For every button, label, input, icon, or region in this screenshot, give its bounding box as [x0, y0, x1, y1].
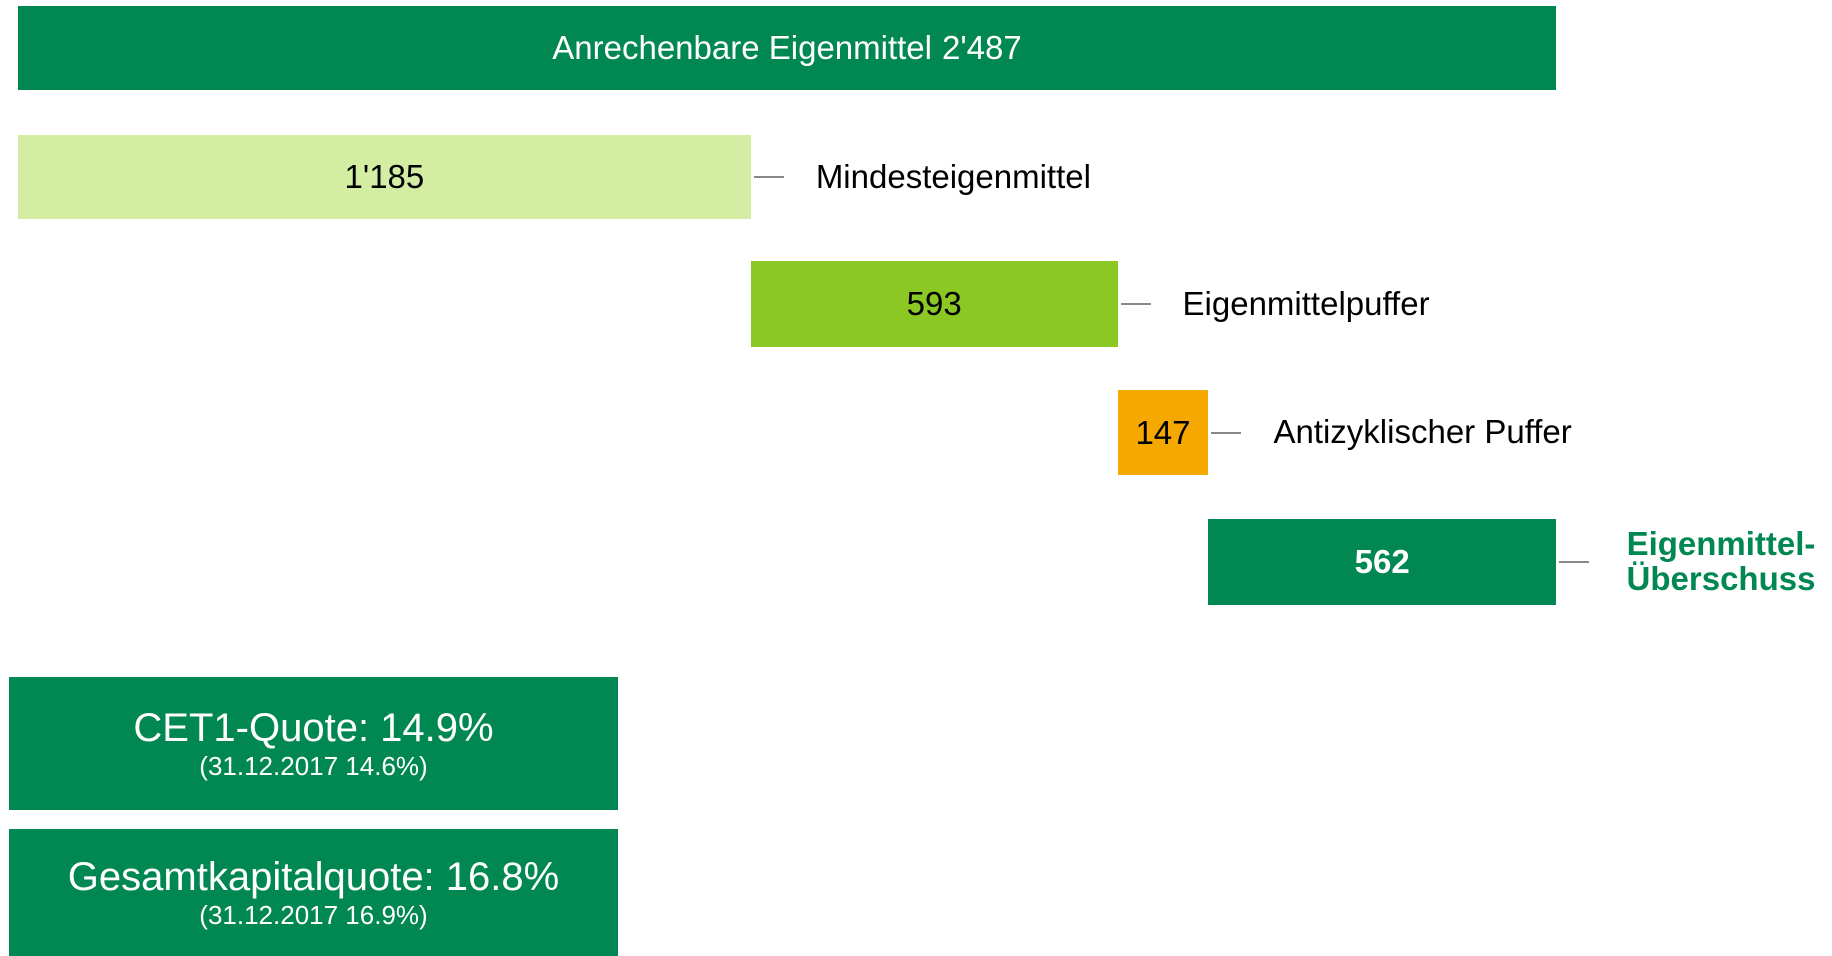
bar: 1'185: [18, 135, 751, 219]
category-label: Antizyklischer Puffer: [1273, 413, 1572, 451]
connector: [1211, 431, 1242, 434]
ratio-box: CET1-Quote: 14.9% (31.12.2017 14.6%): [9, 677, 618, 810]
category-label: Mindesteigenmittel: [815, 157, 1091, 195]
category-label: Eigenmittel-Überschuss: [1626, 525, 1816, 597]
ratio-box: Gesamtkapitalquote: 16.8% (31.12.2017 16.…: [9, 829, 618, 956]
ratio-subtitle: (31.12.2017 14.6%): [199, 750, 428, 781]
ratio-title: CET1-Quote: 14.9%: [133, 705, 494, 750]
total-bar: Anrechenbare Eigenmittel 2'487: [18, 6, 1556, 90]
connector: [1559, 561, 1589, 563]
ratio-subtitle: (31.12.2017 16.9%): [199, 899, 428, 930]
total-value-label: 2'487: [942, 29, 1022, 66]
bar: 147: [1117, 390, 1209, 475]
ratio-title: Gesamtkapitalquote: 16.8%: [67, 854, 560, 899]
connector: [1120, 303, 1151, 305]
category-label: Eigenmittelpuffer: [1182, 284, 1430, 322]
bar: 593: [750, 261, 1118, 347]
connector: [753, 176, 784, 178]
bar: 562: [1208, 519, 1556, 605]
total-name: Anrechenbare Eigenmittel: [552, 29, 932, 66]
